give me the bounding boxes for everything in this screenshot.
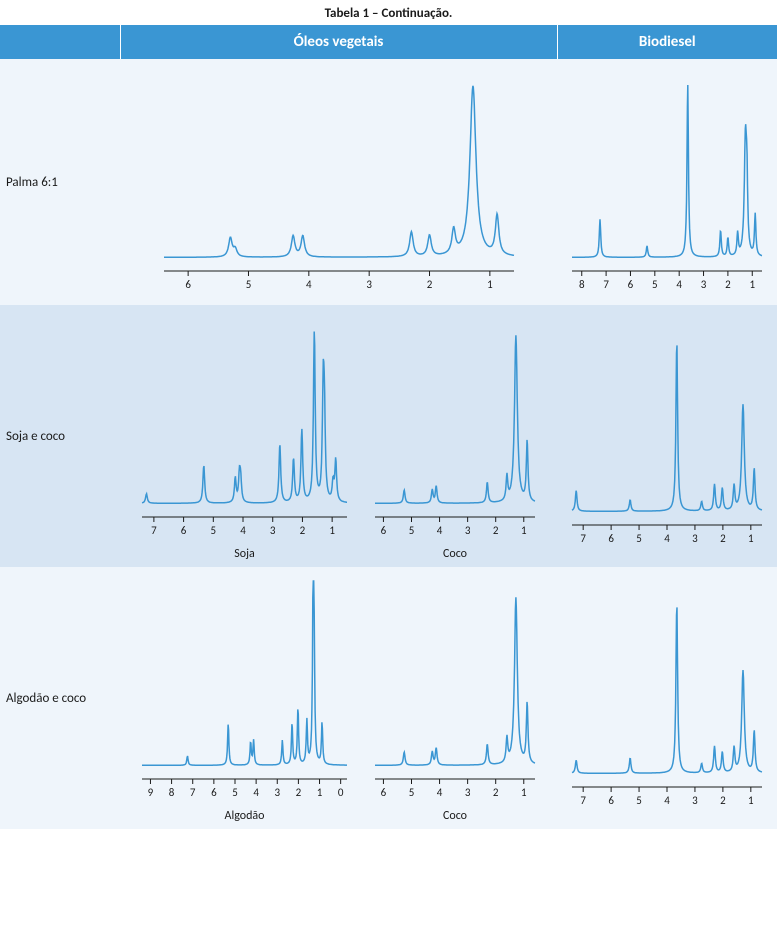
svg-text:8: 8	[169, 786, 175, 799]
spectra-table: Óleos vegetaisBiodiesel Palma 6:1 6 5 4 3 2 1…	[0, 25, 777, 829]
svg-text:2: 2	[300, 524, 306, 537]
svg-text:3: 3	[692, 794, 698, 807]
svg-text:5: 5	[245, 278, 251, 291]
svg-text:7: 7	[190, 786, 196, 799]
svg-text:4: 4	[306, 278, 312, 291]
biodiesel-cell: 7 6 5 4 3 2 1	[557, 567, 777, 829]
row-label: Soja e coco	[0, 305, 120, 567]
svg-text:6: 6	[185, 278, 191, 291]
svg-text:6: 6	[381, 524, 387, 537]
nmr-spectrum: 6 5 4 3 2 1	[365, 577, 545, 807]
spectrum-block: 6 5 4 3 2 1 Coco	[365, 315, 545, 561]
svg-text:6: 6	[211, 786, 217, 799]
svg-text:4: 4	[676, 278, 682, 291]
spectrum-sublabel: Coco	[443, 809, 467, 823]
svg-text:6: 6	[381, 786, 387, 799]
svg-text:5: 5	[211, 524, 217, 537]
svg-text:1: 1	[317, 786, 323, 799]
svg-text:4: 4	[437, 524, 443, 537]
table-row: Soja e coco 7 6 5 4 3 2 1 Soja 6 5 4 3 2 1 Coco 7 6 5…	[0, 305, 777, 567]
svg-text:5: 5	[409, 786, 415, 799]
svg-text:1: 1	[749, 278, 755, 291]
table-row: Palma 6:1 6 5 4 3 2 1 8 7 6 5 4 3 2 1	[0, 59, 777, 305]
svg-text:1: 1	[748, 532, 754, 545]
svg-text:3: 3	[270, 524, 276, 537]
svg-text:5: 5	[409, 524, 415, 537]
nmr-spectrum: 6 5 4 3 2 1	[154, 69, 524, 299]
spectrum-block: 7 6 5 4 3 2 1	[562, 585, 772, 815]
svg-text:2: 2	[493, 524, 499, 537]
svg-text:1: 1	[748, 794, 754, 807]
column-header	[0, 25, 120, 59]
svg-text:4: 4	[664, 794, 670, 807]
biodiesel-cell: 7 6 5 4 3 2 1	[557, 305, 777, 567]
header-row: Óleos vegetaisBiodiesel	[0, 25, 777, 59]
svg-text:7: 7	[580, 794, 586, 807]
spectrum-block: 7 6 5 4 3 2 1 Soja	[132, 315, 357, 561]
svg-text:3: 3	[465, 524, 471, 537]
column-header: Óleos vegetais	[120, 25, 557, 59]
svg-text:7: 7	[151, 524, 157, 537]
svg-text:1: 1	[329, 524, 335, 537]
spectrum-sublabel: Soja	[234, 547, 254, 561]
spectrum-sublabel: Algodão	[225, 809, 265, 823]
svg-text:1: 1	[521, 524, 527, 537]
oleos-cell: 9 8 7 6 5 4 3 2 1 0 Algodão 6 5 4 3 2 1 Coco	[120, 567, 557, 829]
svg-text:4: 4	[664, 532, 670, 545]
svg-text:7: 7	[580, 532, 586, 545]
svg-text:9: 9	[148, 786, 154, 799]
spectrum-block: 9 8 7 6 5 4 3 2 1 0 Algodão	[132, 577, 357, 823]
svg-text:1: 1	[487, 278, 493, 291]
svg-text:6: 6	[608, 532, 614, 545]
row-label: Algodão e coco	[0, 567, 120, 829]
svg-text:2: 2	[426, 278, 432, 291]
svg-text:5: 5	[652, 278, 658, 291]
svg-text:7: 7	[603, 278, 609, 291]
spectrum-block: 8 7 6 5 4 3 2 1	[562, 69, 772, 299]
spectrum-block: 7 6 5 4 3 2 1	[562, 323, 772, 553]
nmr-spectrum: 7 6 5 4 3 2 1	[132, 315, 357, 545]
svg-text:1: 1	[521, 786, 527, 799]
svg-text:4: 4	[253, 786, 259, 799]
nmr-spectrum: 9 8 7 6 5 4 3 2 1 0	[132, 577, 357, 807]
svg-text:4: 4	[437, 786, 443, 799]
nmr-spectrum: 7 6 5 4 3 2 1	[562, 323, 772, 553]
svg-text:3: 3	[701, 278, 707, 291]
nmr-spectrum: 7 6 5 4 3 2 1	[562, 585, 772, 815]
spectrum-sublabel: Coco	[443, 547, 467, 561]
table-caption: Tabela 1 – Continuação.	[0, 0, 777, 25]
svg-text:5: 5	[636, 794, 642, 807]
svg-text:2: 2	[720, 532, 726, 545]
svg-text:0: 0	[338, 786, 344, 799]
svg-text:4: 4	[240, 524, 246, 537]
svg-text:3: 3	[692, 532, 698, 545]
table-row: Algodão e coco 9 8 7 6 5 4 3 2 1 0 Algodão 6 5 4 3 2 1…	[0, 567, 777, 829]
spectrum-block: 6 5 4 3 2 1	[154, 69, 524, 299]
nmr-spectrum: 6 5 4 3 2 1	[365, 315, 545, 545]
svg-text:6: 6	[608, 794, 614, 807]
oleos-cell: 7 6 5 4 3 2 1 Soja 6 5 4 3 2 1 Coco	[120, 305, 557, 567]
svg-text:2: 2	[296, 786, 302, 799]
svg-text:6: 6	[181, 524, 187, 537]
svg-text:3: 3	[274, 786, 280, 799]
svg-text:5: 5	[636, 532, 642, 545]
oleos-cell: 6 5 4 3 2 1	[120, 59, 557, 305]
column-header: Biodiesel	[557, 25, 777, 59]
biodiesel-cell: 8 7 6 5 4 3 2 1	[557, 59, 777, 305]
nmr-spectrum: 8 7 6 5 4 3 2 1	[562, 69, 772, 299]
svg-text:3: 3	[465, 786, 471, 799]
svg-text:2: 2	[493, 786, 499, 799]
spectrum-block: 6 5 4 3 2 1 Coco	[365, 577, 545, 823]
svg-text:2: 2	[725, 278, 731, 291]
svg-text:2: 2	[720, 794, 726, 807]
svg-text:8: 8	[579, 278, 585, 291]
svg-text:3: 3	[366, 278, 372, 291]
row-label: Palma 6:1	[0, 59, 120, 305]
svg-text:5: 5	[232, 786, 238, 799]
svg-text:6: 6	[628, 278, 634, 291]
